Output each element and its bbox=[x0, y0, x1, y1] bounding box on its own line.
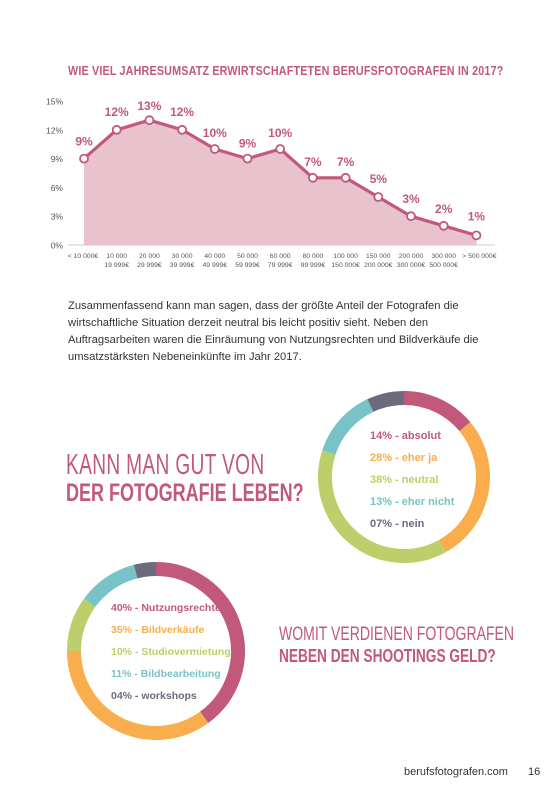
y-tick-label: 15% bbox=[46, 97, 63, 107]
donut2-legend-label: 04% - workshops bbox=[111, 690, 197, 702]
x-tick-label: 60 000 bbox=[270, 253, 291, 260]
x-tick-label: 100 000 bbox=[333, 253, 358, 260]
x-tick-label: < 10 000€ bbox=[68, 253, 99, 260]
data-label: 2% bbox=[435, 202, 453, 216]
data-label: 13% bbox=[137, 99, 161, 113]
data-point bbox=[307, 172, 318, 183]
question1-line2: DER FOTOGRAFIE LEBEN? bbox=[66, 479, 304, 507]
area-chart: 15% 12% 9% 6% 3% 0% 9% < 10 000€ 12% 10 000 19 999… bbox=[46, 97, 497, 270]
data-point bbox=[177, 124, 188, 135]
donut1-legend-label: 28% - eher ja bbox=[370, 452, 438, 464]
y-tick-label: 12% bbox=[46, 125, 63, 135]
donut1-segment bbox=[403, 391, 471, 432]
donut1-legend-label: 07% - nein bbox=[370, 518, 425, 530]
data-label: 5% bbox=[370, 172, 388, 186]
donut1-segment bbox=[438, 422, 490, 553]
summary-paragraph: Zusammenfassend kann man sagen, dass der… bbox=[68, 300, 479, 363]
donut2-segment bbox=[67, 650, 209, 740]
data-point bbox=[275, 144, 286, 154]
page-number: 16 bbox=[528, 766, 541, 778]
data-point bbox=[438, 220, 449, 231]
footer-site: berufsfotografen.com bbox=[404, 766, 508, 778]
donut2-legend-label: 10% - Studiovermietung bbox=[111, 646, 231, 658]
donut2-legend-label: 11% - Bildbearbeitung bbox=[111, 668, 221, 680]
x-tick-label: 200 000€ bbox=[364, 262, 393, 269]
donut2-segment bbox=[83, 564, 138, 608]
donut1-segment bbox=[318, 450, 446, 563]
x-tick-label: 10 000 bbox=[106, 253, 127, 260]
x-tick-label: 150 000€ bbox=[331, 262, 360, 269]
data-label: 10% bbox=[203, 126, 227, 140]
data-point bbox=[209, 144, 220, 154]
x-tick-label: 19 999€ bbox=[104, 262, 129, 269]
donut1-segment bbox=[367, 391, 405, 412]
x-tick-label: > 500 000€ bbox=[462, 253, 496, 260]
donut1-legend-label: 14% - absolut bbox=[370, 430, 441, 442]
donut2-segment bbox=[67, 598, 96, 652]
x-tick-label: 59 999€ bbox=[235, 262, 260, 269]
donut2-segment bbox=[133, 562, 157, 579]
data-point bbox=[144, 115, 155, 126]
x-tick-label: 79 999€ bbox=[268, 262, 293, 269]
data-point bbox=[340, 172, 351, 183]
x-tick-label: 39 999€ bbox=[170, 262, 195, 269]
question2-line1: WOMIT VERDIENEN FOTOGRAFEN bbox=[279, 623, 515, 645]
data-point bbox=[242, 153, 253, 164]
data-point bbox=[79, 153, 89, 164]
data-label: 7% bbox=[304, 155, 322, 169]
y-tick-label: 6% bbox=[51, 183, 64, 193]
data-point bbox=[373, 192, 384, 202]
donut1-legend-label: 38% - neutral bbox=[370, 474, 438, 486]
x-tick-label: 200 000 bbox=[399, 253, 424, 260]
x-tick-label: 49 999€ bbox=[203, 262, 228, 269]
x-tick-label: 50 000 bbox=[237, 253, 258, 260]
donut2-legend-label: 35% - Bildverkäufe bbox=[111, 624, 205, 636]
data-label: 3% bbox=[402, 192, 420, 206]
x-tick-label: 300 000 bbox=[431, 253, 456, 260]
question2-line2: NEBEN DEN SHOOTINGS GELD? bbox=[279, 645, 496, 666]
x-tick-label: 99 999€ bbox=[301, 262, 326, 269]
x-tick-label: 20 000 bbox=[139, 253, 160, 260]
x-tick-label: 500 000€ bbox=[430, 262, 459, 269]
data-label: 7% bbox=[337, 155, 355, 169]
data-point bbox=[471, 230, 482, 241]
data-point bbox=[406, 211, 416, 222]
donut1-legend-label: 13% - eher nicht bbox=[370, 496, 455, 508]
question1-line1: KANN MAN GUT VON bbox=[66, 449, 265, 481]
x-tick-label: 150 000 bbox=[366, 253, 391, 260]
area-fill bbox=[84, 120, 477, 245]
x-tick-label: 30 000 bbox=[172, 253, 193, 260]
data-label: 1% bbox=[468, 209, 486, 223]
x-tick-label: 80 000 bbox=[303, 253, 324, 260]
data-label: 12% bbox=[170, 105, 194, 119]
y-tick-label: 9% bbox=[51, 154, 64, 164]
donut1-segment bbox=[322, 399, 374, 455]
data-label: 12% bbox=[105, 105, 129, 119]
data-point bbox=[111, 124, 122, 135]
y-tick-label: 0% bbox=[51, 241, 64, 251]
data-label: 9% bbox=[239, 137, 257, 151]
x-tick-label: 300 000€ bbox=[397, 262, 426, 269]
x-tick-label: 40 000 bbox=[204, 253, 225, 260]
donut2-legend-label: 40% - Nutzungsrechte bbox=[111, 602, 221, 614]
x-tick-label: 29 999€ bbox=[137, 262, 162, 269]
donut2-segment bbox=[155, 562, 245, 723]
chart-title: WIE VIEL JAHRESUMSATZ ERWIRTSCHAFTETEN B… bbox=[68, 64, 504, 78]
y-tick-label: 3% bbox=[51, 212, 64, 222]
data-label: 9% bbox=[75, 135, 93, 149]
data-label: 10% bbox=[268, 126, 292, 140]
